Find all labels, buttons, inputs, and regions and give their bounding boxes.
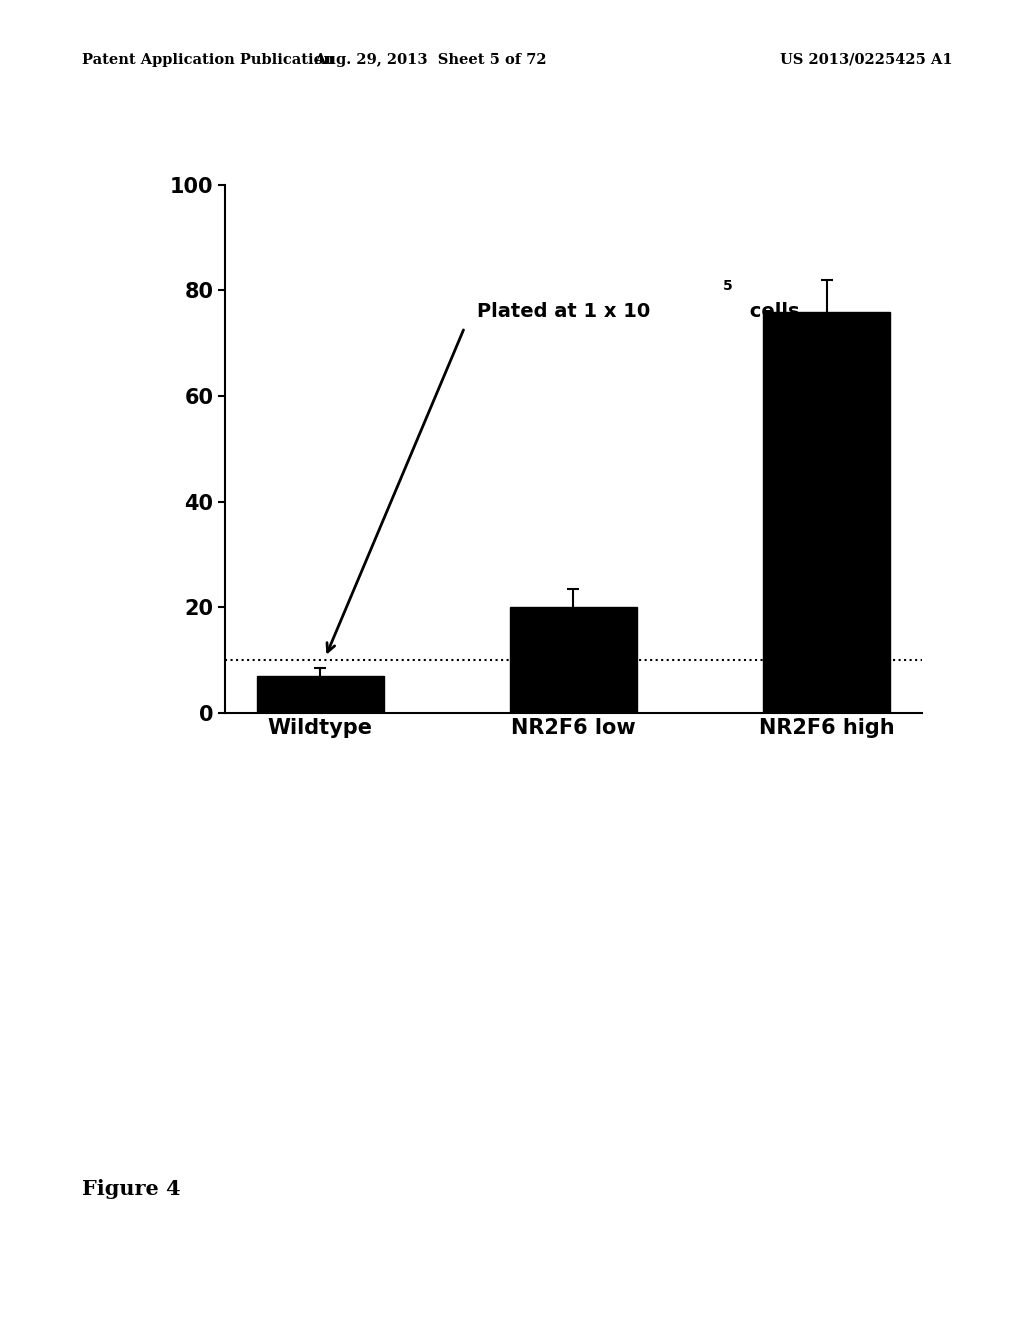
Text: US 2013/0225425 A1: US 2013/0225425 A1 — [779, 53, 952, 67]
Text: Figure 4: Figure 4 — [82, 1179, 180, 1199]
Bar — [510, 607, 637, 713]
Text: Patent Application Publication: Patent Application Publication — [82, 53, 334, 67]
Text: 5: 5 — [723, 280, 732, 293]
Bar — [257, 676, 384, 713]
Bar — [763, 312, 890, 713]
Text: Aug. 29, 2013  Sheet 5 of 72: Aug. 29, 2013 Sheet 5 of 72 — [313, 53, 547, 67]
Text: Plated at 1 x 10: Plated at 1 x 10 — [477, 302, 650, 321]
Text: cells: cells — [743, 302, 800, 321]
